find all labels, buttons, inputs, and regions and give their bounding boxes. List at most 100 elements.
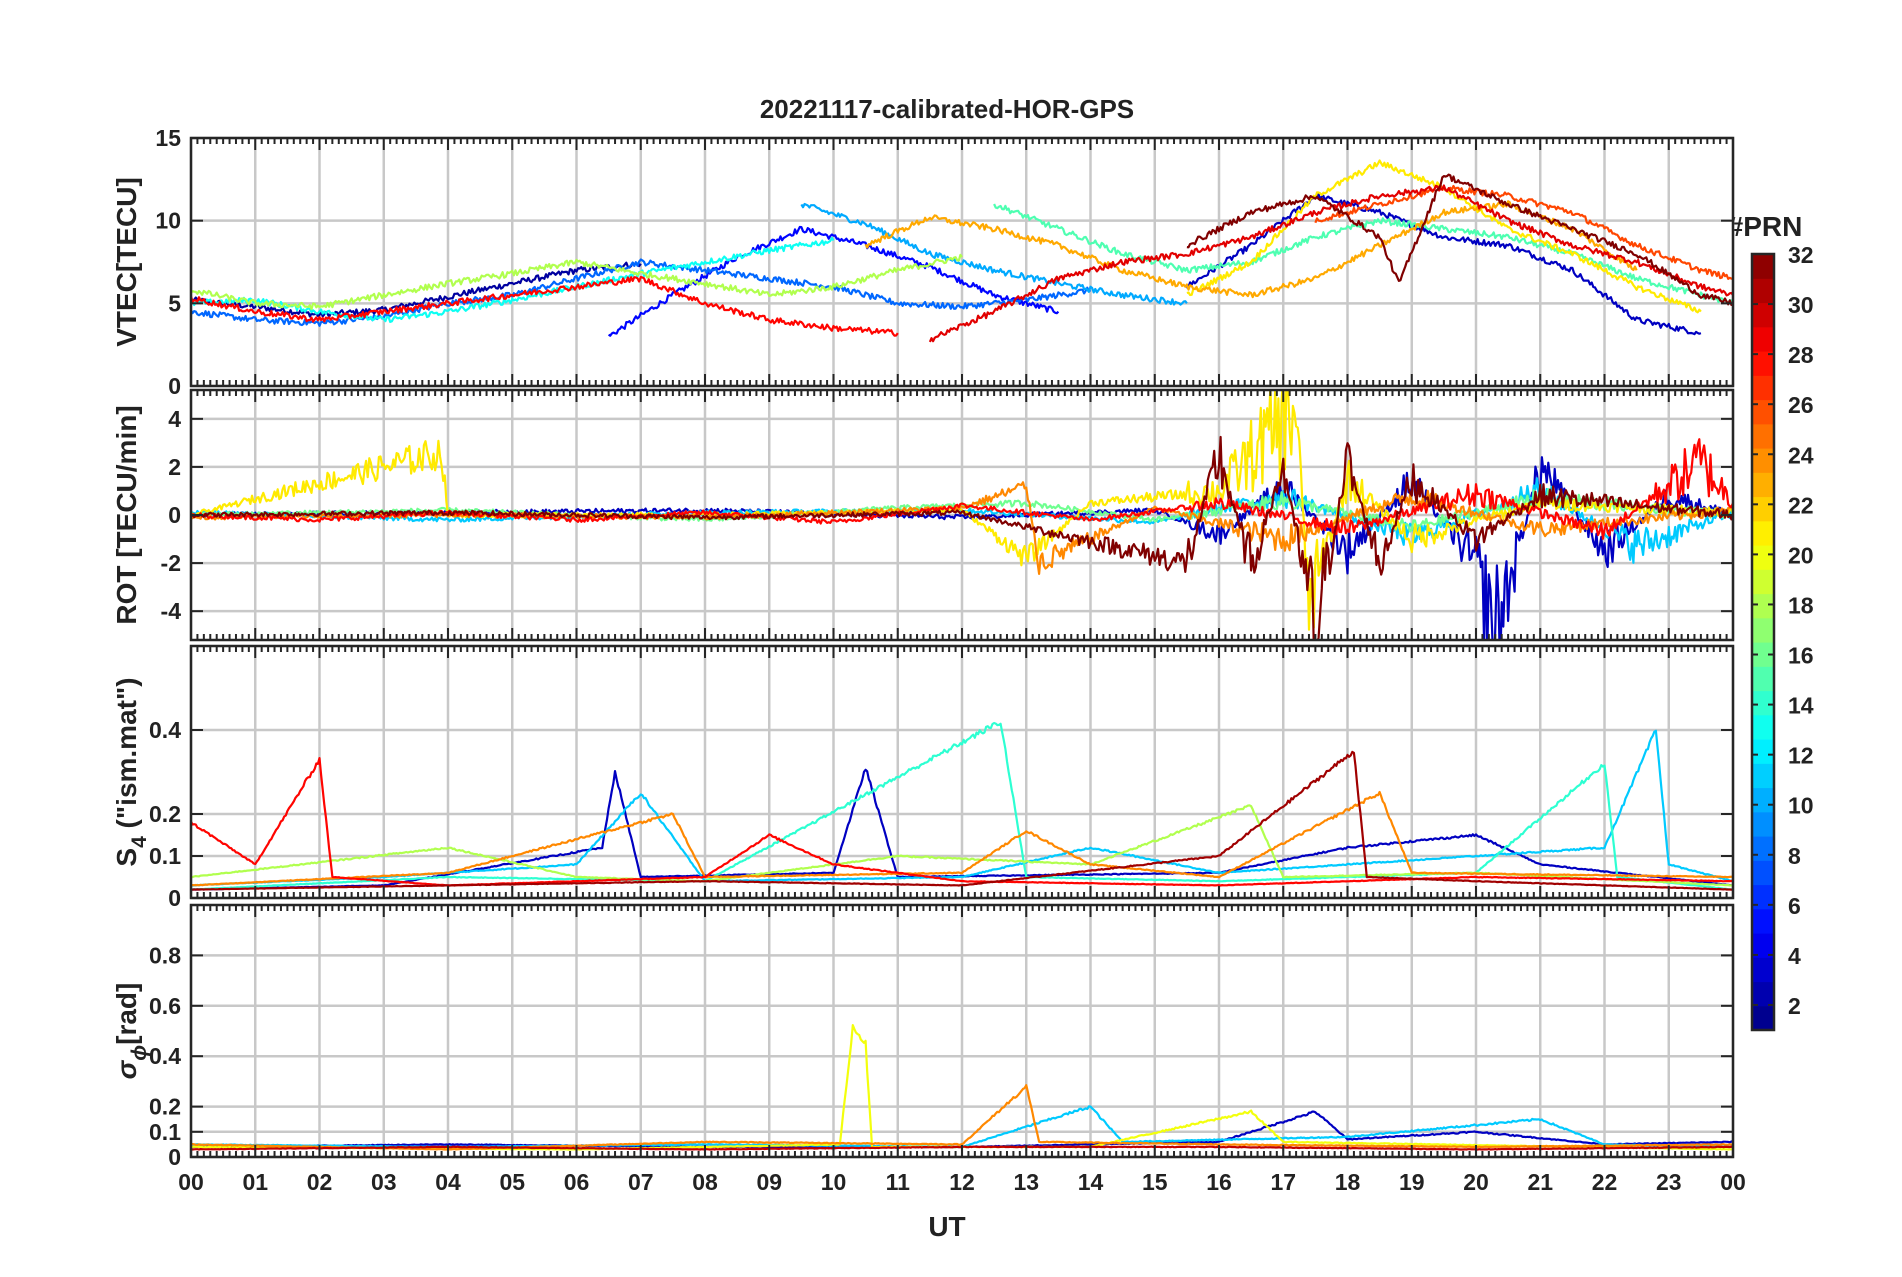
colorbar-band — [1752, 326, 1774, 352]
vtec-series-prn-10 — [800, 202, 1188, 306]
colorbar-tick-label: 26 — [1788, 392, 1814, 418]
vtec-y-tick-label: 10 — [155, 208, 181, 234]
rot-series-prn-28 — [191, 438, 1733, 540]
rot-y-tick-label: 0 — [168, 502, 181, 528]
vtec-series-prn-8 — [191, 258, 1092, 327]
colorbar-band — [1752, 472, 1774, 498]
sigma-y-label-sub: ϕ — [128, 1045, 151, 1061]
colorbar-label: #PRN — [1728, 211, 1803, 242]
panel-vtec: 0 5 10 15 VTEC[TECU] — [111, 125, 1735, 399]
panel-sigma: 00.10.2 0.4 0.6 0.8 σϕ[rad] — [111, 903, 1735, 1170]
vtec-series-prn-15 — [993, 203, 1733, 305]
x-tick-label: 11 — [886, 1169, 911, 1195]
sigma-y-tick-label: 0.8 — [149, 942, 181, 968]
x-tick-label: 22 — [1592, 1169, 1618, 1195]
colorbar-tick-label: 10 — [1788, 793, 1814, 819]
x-tick-label: 19 — [1399, 1169, 1425, 1195]
colorbar-tick-label: 24 — [1788, 442, 1814, 468]
s4-y-tick-label: 0.2 — [149, 801, 181, 827]
x-tick-label: 10 — [821, 1169, 847, 1195]
colorbar-tick-label: 2 — [1788, 993, 1801, 1019]
x-tick-labels: 00 01 02 03 04 05 06 07 08 09 10 11 12 13 14 15 16 17 18 19… — [178, 1169, 1746, 1195]
x-tick-label: 00 — [1720, 1169, 1746, 1195]
rot-frame — [189, 388, 1735, 642]
colorbar-band — [1752, 593, 1774, 619]
x-tick-label: 14 — [1078, 1169, 1104, 1195]
colorbar-tick-label: 22 — [1788, 492, 1814, 518]
sigma-y-tick-label: 0.1 — [149, 1119, 181, 1145]
vtec-series-prn-23 — [864, 200, 1638, 299]
x-tick-label: 07 — [628, 1169, 654, 1195]
x-tick-label: 23 — [1656, 1169, 1682, 1195]
vtec-series-prn-32 — [1186, 173, 1733, 306]
panel-rot: -4 -2 0 2 4 ROT [TECU/min] — [111, 388, 1735, 642]
vtec-series-prn-2 — [191, 261, 642, 319]
x-tick-label: 05 — [499, 1169, 525, 1195]
x-tick-label: 13 — [1013, 1169, 1039, 1195]
sigma-y-tick-label: 0.6 — [149, 993, 181, 1019]
rot-y-tick-label: 4 — [168, 406, 181, 432]
colorbar-band — [1752, 278, 1774, 304]
sigma-y-tick-label: 0.2 — [149, 1094, 181, 1120]
colorbar-tick-label: 6 — [1788, 893, 1801, 919]
s4-series-prn-31 — [191, 750, 1733, 891]
colorbar-band — [1752, 423, 1774, 449]
s4-y-axis-label: S4 ("ism.mat") — [111, 677, 151, 866]
sigma-frame — [189, 903, 1735, 1159]
sigma-y-tick-label: 0.4 — [149, 1043, 181, 1069]
colorbar-band — [1752, 666, 1774, 692]
x-tick-label: 03 — [371, 1169, 397, 1195]
colorbar-band — [1752, 957, 1774, 983]
rot-series-prn-24 — [191, 481, 1733, 575]
vtec-series-prn-18 — [191, 253, 963, 311]
colorbar-band — [1752, 1005, 1774, 1031]
rot-y-axis-label: ROT [TECU/min] — [111, 405, 142, 624]
s4-y-tick-label: 0.1 — [149, 843, 181, 869]
rot-series-prn-32 — [191, 435, 1733, 640]
colorbar-tick-label: 20 — [1788, 542, 1814, 568]
colorbar-band — [1752, 690, 1774, 716]
colorbar-band — [1752, 763, 1774, 789]
x-tick-label: 15 — [1142, 1169, 1168, 1195]
s4-y-label-main: S — [111, 848, 142, 867]
colorbar-tick-label: 4 — [1788, 943, 1801, 969]
s4-y-label-rest: ("ism.mat") — [111, 677, 142, 836]
colorbar-band — [1752, 884, 1774, 910]
colorbar-band — [1752, 811, 1774, 837]
rot-y-tick-label: -4 — [161, 598, 182, 624]
x-tick-label: 16 — [1206, 1169, 1232, 1195]
rot-series-group — [191, 390, 1733, 640]
vtec-y-tick-label: 5 — [168, 290, 181, 316]
s4-y-tick-label: 0 — [168, 885, 181, 911]
vtec-series-prn-21 — [1186, 159, 1702, 314]
x-tick-label: 12 — [949, 1169, 975, 1195]
colorbar-band — [1752, 787, 1774, 813]
x-tick-label: 04 — [435, 1169, 461, 1195]
sigma-y-label-rest: [rad] — [111, 983, 142, 1045]
x-tick-label: 21 — [1527, 1169, 1553, 1195]
sigma-y-axis-label: σϕ[rad] — [111, 983, 151, 1080]
x-tick-label: 20 — [1463, 1169, 1489, 1195]
colorbar-tick-label: 18 — [1788, 592, 1814, 618]
x-tick-label: 09 — [756, 1169, 782, 1195]
chart-title: 20221117-calibrated-HOR-GPS — [760, 94, 1134, 124]
colorbar-tick-label: 28 — [1788, 342, 1814, 368]
colorbar-band — [1752, 933, 1774, 958]
colorbar-tick-label: 30 — [1788, 292, 1814, 318]
vtec-y-tick-label: 0 — [168, 373, 181, 399]
colorbar-band — [1752, 254, 1774, 279]
x-tick-label: 17 — [1270, 1169, 1296, 1195]
colorbar-band — [1752, 351, 1774, 376]
colorbar-band — [1752, 545, 1774, 570]
vtec-series-prn-26 — [1314, 184, 1733, 280]
vtec-series-group — [191, 159, 1733, 343]
s4-series-group — [191, 721, 1733, 891]
colorbar-band — [1752, 496, 1774, 522]
colorbar-tick-label: 8 — [1788, 843, 1801, 869]
colorbar-tick-label: 14 — [1788, 693, 1814, 719]
colorbar-band — [1752, 399, 1774, 425]
vtec-y-tick-label: 15 — [155, 125, 181, 151]
